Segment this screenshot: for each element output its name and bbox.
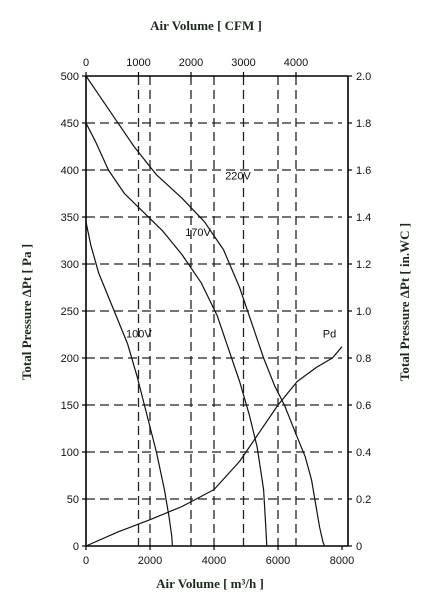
right-tick-label: 1.6 bbox=[356, 165, 371, 177]
right-tick-label: 0 bbox=[356, 541, 362, 553]
curve-label-100v: 100V bbox=[126, 328, 152, 340]
bottom-tick-label: 4000 bbox=[202, 555, 226, 567]
curve-label-170v: 170V bbox=[185, 227, 211, 239]
left-tick-label: 0 bbox=[73, 541, 79, 553]
right-tick-label: 2.0 bbox=[356, 71, 371, 83]
top-tick-label: 4000 bbox=[284, 57, 308, 69]
curve-100v bbox=[85, 221, 173, 547]
right-axis-label: Total Pressure ΔPt [ in.WC ] bbox=[397, 223, 412, 381]
curve-pd bbox=[85, 346, 343, 547]
left-tick-label: 500 bbox=[61, 71, 79, 83]
top-tick-label: 2000 bbox=[179, 57, 203, 69]
left-tick-label: 400 bbox=[61, 165, 79, 177]
left-axis-label: Total Pressure ΔPt [ Pa ] bbox=[19, 244, 34, 380]
right-tick-label: 1.2 bbox=[356, 259, 371, 271]
bottom-tick-label: 0 bbox=[83, 555, 89, 567]
left-tick-label: 100 bbox=[61, 447, 79, 459]
curve-220v bbox=[85, 75, 325, 547]
top-tick-label: 3000 bbox=[231, 57, 255, 69]
curve-170v bbox=[85, 122, 268, 547]
bottom-tick-label: 2000 bbox=[138, 555, 162, 567]
curve-label-pd: Pd bbox=[323, 328, 336, 340]
right-tick-label: 1.4 bbox=[356, 212, 371, 224]
top-tick-label: 0 bbox=[83, 57, 89, 69]
left-tick-label: 300 bbox=[61, 259, 79, 271]
left-tick-label: 150 bbox=[61, 400, 79, 412]
bottom-tick-label: 6000 bbox=[266, 555, 290, 567]
right-tick-label: 0.4 bbox=[356, 447, 371, 459]
right-tick-label: 0.6 bbox=[356, 400, 371, 412]
left-tick-label: 50 bbox=[67, 494, 79, 506]
left-tick-label: 200 bbox=[61, 353, 79, 365]
bottom-tick-label: 8000 bbox=[330, 555, 354, 567]
left-tick-label: 450 bbox=[61, 118, 79, 130]
curve-label-220v: 220V bbox=[225, 170, 251, 182]
right-tick-label: 1.0 bbox=[356, 306, 371, 318]
left-tick-label: 250 bbox=[61, 306, 79, 318]
bottom-axis-label: Air Volume [ m³/h ] bbox=[156, 576, 264, 591]
right-tick-label: 0.8 bbox=[356, 353, 371, 365]
right-tick-label: 1.8 bbox=[356, 118, 371, 130]
top-axis-label: Air Volume [ CFM ] bbox=[150, 18, 262, 33]
left-tick-label: 350 bbox=[61, 212, 79, 224]
top-tick-label: 1000 bbox=[126, 57, 150, 69]
right-tick-label: 0.2 bbox=[356, 494, 371, 506]
